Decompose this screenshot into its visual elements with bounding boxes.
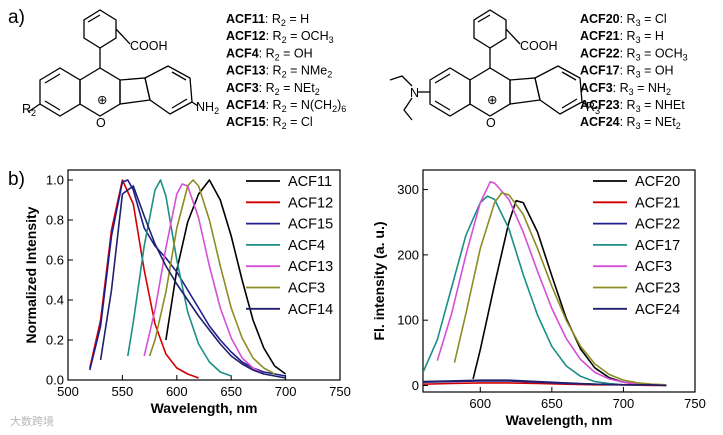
- struct1-amine-group: NH2: [196, 100, 219, 116]
- struct1-acid-group: COOH: [130, 39, 168, 53]
- series-line-acf13: [143, 183, 265, 375]
- series-line-acf4: [127, 179, 232, 377]
- series-line-acf20: [472, 199, 638, 385]
- compound-entry-acf3: ACF3: R2 = NEt2: [226, 81, 320, 97]
- legend-label-acf21: ACF21: [635, 195, 680, 211]
- legend-label-acf3: ACF3: [288, 281, 325, 297]
- y-tick-label: 200: [397, 247, 419, 262]
- legend-label-acf12: ACF12: [288, 195, 333, 211]
- series-line-acf24: [423, 379, 667, 387]
- chart-normalized-intensity: 500 550 600 650 700 750 0.0 0.2 0.4 0.6 0.8 1.0 Wave…: [23, 169, 351, 416]
- x-tick-label: 750: [329, 384, 351, 399]
- watermark: 大数跨境: [10, 414, 54, 428]
- compound-entry-acf12: ACF12: R2 = OCH3: [226, 29, 334, 45]
- structure-1-drawing: [27, 9, 199, 117]
- series-line-acf3: [436, 181, 653, 386]
- struct2-oxygen: O: [486, 116, 496, 130]
- struct2-r-group: R3: [586, 100, 600, 116]
- panel-b-label: b): [8, 169, 25, 190]
- x-axis-label: Wavelength, nm: [151, 400, 258, 416]
- legend-label-acf23: ACF23: [635, 281, 680, 297]
- series-line-acf17: [423, 195, 624, 386]
- struct1-charge: ⊕: [97, 93, 107, 107]
- series-line-acf15: [89, 179, 286, 377]
- compound-entry-acf23: ACF23: R3 = NHEt: [580, 98, 685, 114]
- x-tick-label: 600: [166, 384, 188, 399]
- plot-frame: [67, 169, 341, 381]
- compound-entry-acf15: ACF15: R2 = Cl: [226, 115, 313, 131]
- compound-entry-acf14: ACF14: R2 = N(CH2)6: [226, 98, 346, 114]
- compound-entry-acf24: ACF24: R3 = NEt2: [580, 115, 681, 131]
- legend-label-acf13: ACF13: [288, 259, 333, 275]
- legend-label-acf17: ACF17: [635, 238, 680, 254]
- legend-label-acf20: ACF20: [635, 174, 680, 190]
- compound-entry-acf20: ACF20: R3 = Cl: [580, 12, 667, 28]
- x-tick-label: 650: [541, 396, 563, 411]
- y-axis-label: Normalized Intensity: [23, 206, 39, 343]
- struct1-r-group: R2: [22, 102, 36, 118]
- plot-frame: [422, 169, 696, 393]
- struct2-nitrogen: N: [410, 86, 419, 100]
- legend-label-acf24: ACF24: [635, 302, 680, 318]
- series-line-acf14: [99, 185, 286, 379]
- y-tick-label: 0.8: [46, 213, 64, 228]
- legend-label-acf22: ACF22: [635, 217, 680, 233]
- x-tick-label: 650: [220, 384, 242, 399]
- compound-entry-acf3: ACF3: R3 = NH2: [580, 81, 671, 97]
- series-line-acf3: [148, 179, 276, 375]
- compound-entry-acf21: ACF21: R3 = H: [580, 29, 664, 45]
- chart-fluorescence-intensity: 600 650 700 750 0 100 200 300 Wavelength, nm Fl. …: [371, 169, 706, 428]
- y-tick-label: 0.4: [46, 293, 64, 308]
- x-tick-label: 500: [57, 384, 79, 399]
- y-tick-label: 0.6: [46, 253, 64, 268]
- x-axis-label: Wavelength, nm: [506, 412, 613, 428]
- legend-label-acf4: ACF4: [288, 238, 325, 254]
- compound-entry-acf13: ACF13: R2 = NMe2: [226, 64, 332, 80]
- x-tick-label: 700: [275, 384, 297, 399]
- y-tick-label: 0.2: [46, 333, 64, 348]
- panel-a-label: a): [8, 7, 25, 28]
- y-tick-label: 0: [412, 378, 419, 393]
- compound-entry-acf22: ACF22: R3 = OCH3: [580, 46, 688, 62]
- x-tick-label: 700: [613, 396, 635, 411]
- compound-entry-acf4: ACF4: R2 = OH: [226, 46, 313, 62]
- x-tick-label: 600: [469, 396, 491, 411]
- y-axis-label: Fl. intensity (a. u.): [371, 221, 387, 340]
- legend-label-acf14: ACF14: [288, 302, 333, 318]
- struct1-oxygen: O: [96, 116, 106, 130]
- compound-entry-acf11: ACF11: R2 = H: [226, 12, 309, 28]
- x-tick-label: 750: [684, 396, 706, 411]
- struct2-charge: ⊕: [487, 93, 497, 107]
- series-line-acf11: [165, 179, 287, 375]
- legend-label-acf15: ACF15: [288, 217, 333, 233]
- series-line-acf23: [453, 192, 667, 386]
- y-tick-label: 1.0: [46, 173, 64, 188]
- legend-label-acf3: ACF3: [635, 259, 672, 275]
- y-tick-label: 0.0: [46, 373, 64, 388]
- legend-label-acf11: ACF11: [288, 174, 332, 190]
- structure-2-drawing: [389, 9, 589, 121]
- x-tick-label: 550: [112, 384, 134, 399]
- struct2-acid-group: COOH: [520, 39, 558, 53]
- y-tick-label: 100: [397, 313, 419, 328]
- y-tick-label: 300: [397, 182, 419, 197]
- compound-entry-acf17: ACF17: R3 = OH: [580, 64, 674, 80]
